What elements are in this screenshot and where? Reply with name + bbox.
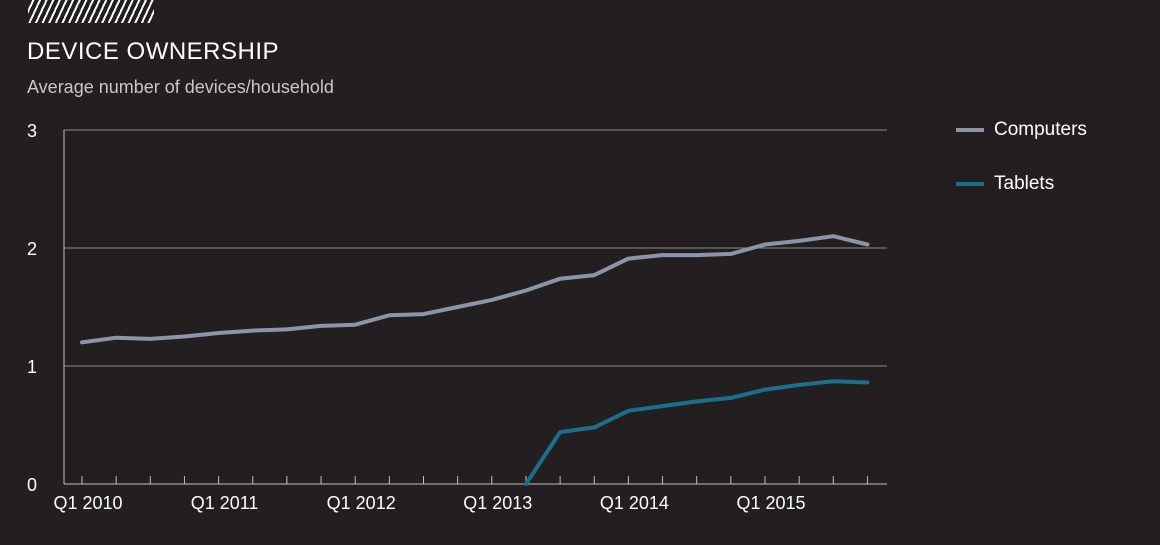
- header-hatch-decoration: [28, 0, 154, 23]
- x-tick-label: Q1 2011: [191, 493, 259, 513]
- legend-swatch-computers: [956, 128, 984, 132]
- series-line-computers: [80, 234, 870, 345]
- y-tick-label-2: 2: [27, 239, 37, 259]
- x-tick-label: Q1 2014: [600, 493, 669, 513]
- y-tick-label-1: 1: [27, 357, 37, 377]
- y-tick-label-0: 0: [27, 475, 37, 495]
- x-tick-label: Q1 2013: [463, 493, 532, 513]
- series-line-tablets: [524, 379, 870, 486]
- legend-label-computers: Computers: [994, 119, 1087, 140]
- chart-title: DEVICE OWNERSHIP: [27, 38, 280, 65]
- x-tick-label: Q1 2012: [327, 493, 396, 513]
- y-tick-label-3: 3: [27, 121, 37, 141]
- x-tick-label: Q1 2010: [53, 493, 122, 513]
- legend-item-computers: Computers: [956, 118, 1087, 142]
- legend-item-tablets: Tablets: [956, 172, 1054, 196]
- chart-subtitle: Average number of devices/household: [27, 77, 334, 97]
- x-tick-label: Q1 2015: [736, 493, 805, 513]
- legend-swatch-tablets: [956, 182, 984, 186]
- legend-label-tablets: Tablets: [994, 173, 1055, 194]
